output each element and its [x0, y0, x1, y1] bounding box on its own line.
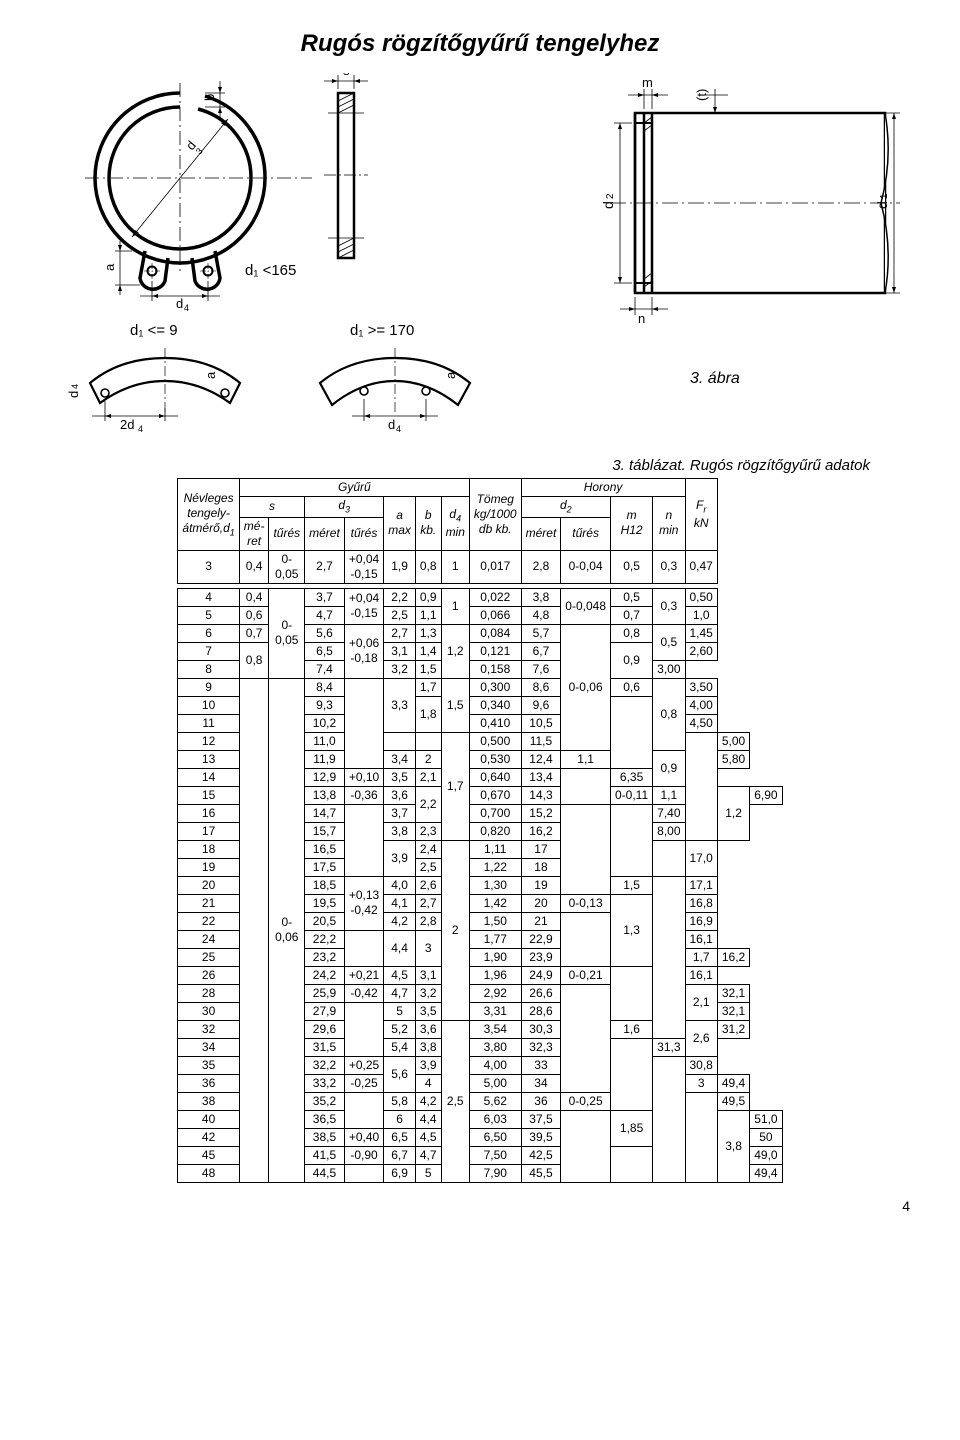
svg-text:a: a — [203, 371, 218, 379]
hdr-gyuru: Gyűrű — [239, 479, 469, 497]
svg-text:2: 2 — [605, 193, 616, 199]
svg-text:4: 4 — [138, 424, 143, 434]
svg-text:a: a — [102, 263, 117, 271]
table-row: 9 0-0,06 8,4 3,3 1,7 1,5 0,300 8,6 0,6 0… — [178, 678, 782, 696]
table-row: 4 0,4 0-0,05 3,7 +0,04-0,15 2,2 0,9 1 0,… — [178, 588, 782, 606]
svg-text:4: 4 — [184, 303, 189, 313]
svg-text:1: 1 — [879, 193, 890, 199]
hdr-s: s — [239, 497, 304, 518]
svg-text:d: d — [176, 296, 183, 311]
table-row: 5 0,6 4,7 2,5 1,1 0,066 4,8 0,7 1,0 — [178, 606, 782, 624]
figure-caption: 3. ábra — [690, 370, 740, 387]
hdr-horony: Horony — [521, 479, 685, 497]
hdr-b: bkb. — [415, 497, 441, 551]
hdr-fr: FrkN — [685, 479, 717, 551]
hdr-d4: d4min — [441, 497, 469, 551]
svg-text:3: 3 — [194, 146, 205, 156]
hdr-s-tures: tűrés — [269, 517, 305, 550]
svg-text:m: m — [642, 75, 653, 90]
hdr-d2-meret: méret — [521, 517, 561, 550]
page-number: 4 — [50, 1198, 910, 1214]
svg-text:s: s — [343, 73, 350, 78]
hdr-n: nmin — [653, 497, 685, 551]
svg-text:4: 4 — [396, 424, 401, 434]
page-title: Rugós rögzítőgyűrű tengelyhez — [50, 30, 910, 58]
svg-text:d₁ <= 9: d₁ <= 9 — [130, 322, 178, 339]
table-row: 6 0,7 5,6 +0,06-0,18 2,7 1,3 1,2 0,084 5… — [178, 624, 782, 642]
svg-text:d: d — [600, 201, 616, 209]
label-d1-lt-165: d₁ <165 — [245, 262, 296, 279]
hdr-d2-tures: tűrés — [561, 517, 611, 550]
hdr-m: mH12 — [611, 497, 653, 551]
svg-text:d: d — [874, 201, 890, 209]
dim-b: b — [202, 94, 217, 101]
table-row: 3 0,4 0-0,05 2,7 +0,04-0,15 1,9 0,8 1 0,… — [178, 550, 782, 583]
figures-area: b d 3 a d 4 — [50, 73, 910, 453]
svg-text:(t): (t) — [694, 89, 709, 101]
hdr-a: amax — [384, 497, 416, 551]
hdr-d3-meret: méret — [305, 517, 345, 550]
svg-text:a: a — [443, 371, 458, 379]
svg-text:d₁ >= 170: d₁ >= 170 — [350, 322, 414, 339]
table-caption: 3. táblázat. Rugós rögzítőgyűrű adatok — [50, 457, 870, 474]
hdr-d3: d3 — [305, 497, 384, 518]
svg-text:2d: 2d — [120, 417, 134, 432]
hdr-tomeg: Tömegkg/1000db kb. — [469, 479, 521, 551]
data-table: Névlegestengely-átmérő,d1 Gyűrű Tömegkg/… — [177, 478, 782, 1183]
technical-drawings: b d 3 a d 4 — [50, 73, 910, 453]
table-row: 7 0,8 6,5 3,1 1,4 0,121 6,7 0,9 2,60 — [178, 642, 782, 660]
svg-text:d: d — [388, 417, 395, 432]
hdr-s-meret: mé-ret — [239, 517, 269, 550]
svg-text:n: n — [638, 311, 645, 326]
hdr-nevleges: Névlegestengely-átmérő,d1 — [178, 479, 239, 551]
hdr-d3-tures: tűrés — [344, 517, 383, 550]
hdr-d2: d2 — [521, 497, 610, 518]
svg-text:d: d — [66, 391, 81, 398]
svg-text:4: 4 — [70, 384, 80, 389]
